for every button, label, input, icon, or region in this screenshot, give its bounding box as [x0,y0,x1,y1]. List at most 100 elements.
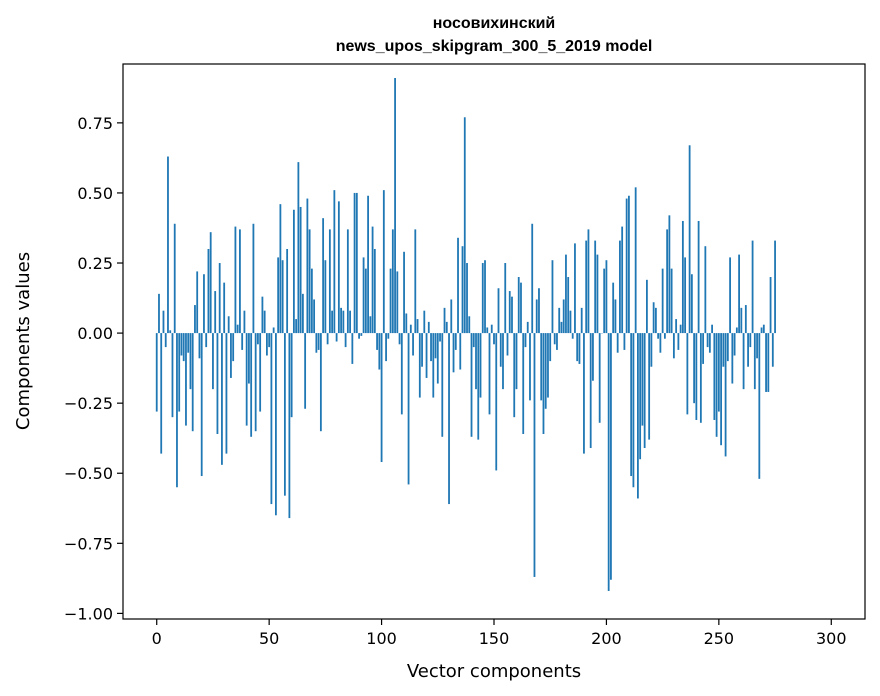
bar [234,226,237,334]
bar [565,254,567,334]
bar [333,190,336,334]
bar [425,333,428,378]
bar [207,249,210,334]
bar [502,333,504,390]
bar [756,333,758,359]
bar [443,307,446,334]
bar [529,333,531,401]
bar [654,307,657,334]
bar [744,305,747,334]
bar [427,321,430,334]
x-tick-label: 250 [704,629,735,648]
bar [243,310,246,334]
bar [738,254,740,334]
bar [607,333,610,591]
chart-title-line-1: носовихинский [433,15,556,32]
bar [349,310,351,334]
bar [317,333,320,350]
bar [194,305,196,334]
bar [405,313,408,334]
bar [699,333,702,423]
bar [344,333,347,348]
y-tick-label: −0.75 [64,534,113,553]
bar [257,333,259,345]
bar [549,333,552,362]
bar [409,324,412,334]
bar [315,333,318,353]
bar [531,223,534,334]
bar [693,333,696,404]
bar [562,299,565,334]
bar [376,333,378,350]
bar [167,156,169,334]
bar [319,333,322,432]
bar [481,263,484,334]
bar [466,263,468,334]
bar [283,333,286,496]
bar [239,229,241,334]
bar [416,319,419,334]
bar [400,333,403,415]
bar [663,333,666,339]
bar [603,268,606,334]
bar [209,232,212,334]
bar [277,257,280,334]
bar [722,333,725,367]
bar [173,223,176,334]
bar [169,330,172,334]
bar [322,218,325,334]
bar [245,333,248,426]
bars-group [155,78,776,591]
bar [275,333,277,516]
bar [637,333,639,499]
bar [295,319,298,334]
bar [484,260,486,334]
bar [248,333,250,384]
bar [486,327,489,334]
bar [412,333,414,356]
bar [634,187,637,334]
bar [535,299,538,334]
y-tick-label: 0.50 [77,184,113,203]
bar [326,333,329,345]
bar [585,240,588,334]
bar [364,268,367,334]
bar [594,240,597,334]
bar [196,271,199,334]
bar [650,333,653,367]
bar [598,333,601,423]
y-axis-label: Components values [13,252,34,430]
bar [203,274,205,334]
bar [497,288,500,334]
x-axis-ticks: 0 50 100 150 200 250 300 [152,619,847,648]
bar [614,299,617,334]
bar [596,254,599,334]
bar [704,246,707,334]
bar [731,333,734,384]
x-tick-label: 200 [591,629,622,648]
y-tick-label: 0.75 [77,114,113,133]
bar [589,333,592,449]
bar [342,310,345,334]
bar [272,327,275,334]
bar [432,333,435,398]
bar [560,321,563,334]
bar [459,333,462,370]
bar [205,333,208,348]
bar [160,333,163,454]
bar [310,268,313,334]
bar [463,117,466,334]
bar [198,333,201,359]
bar [639,333,642,460]
bar [666,229,669,334]
bar [353,192,356,334]
bar [241,333,244,350]
bar [668,215,671,334]
bar [176,333,178,488]
bar [346,229,349,334]
bar [452,333,455,373]
bar [542,333,545,434]
bar [403,251,405,334]
bar [587,229,590,334]
bar [583,333,585,454]
